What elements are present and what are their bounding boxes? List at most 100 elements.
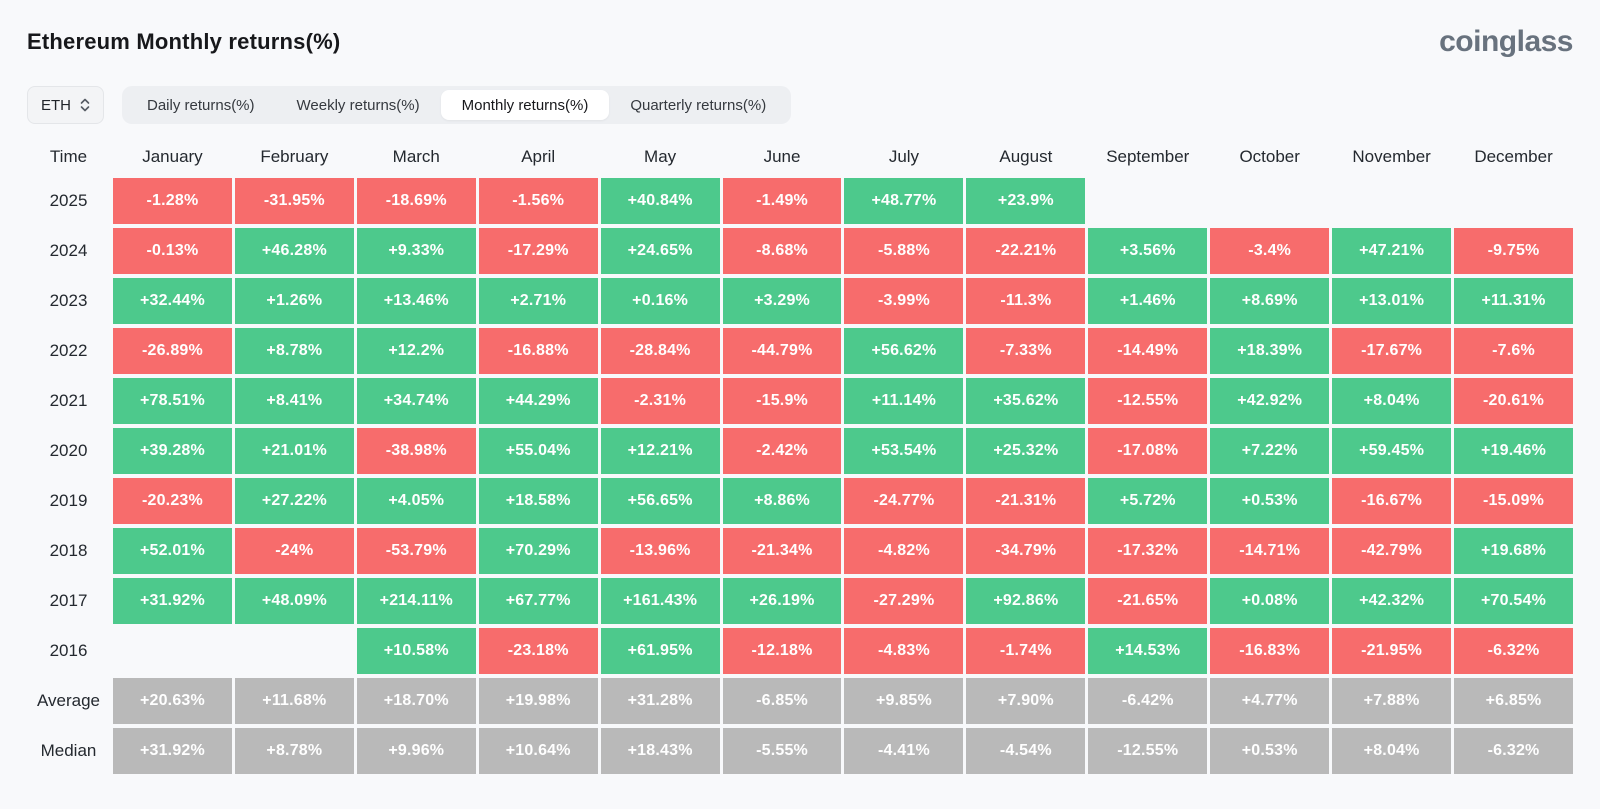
return-cell: -3.4% [1210, 228, 1330, 274]
return-cell: -12.18% [722, 628, 842, 674]
month-header-february: February [260, 147, 329, 166]
return-cell: +3.56% [1088, 228, 1208, 274]
return-cell: -15.9% [722, 378, 842, 424]
row-label-2024: 2024 [49, 241, 88, 260]
empty-cell [1210, 178, 1329, 224]
return-cell: -20.61% [1454, 378, 1573, 424]
return-cell: -8.68% [722, 228, 842, 274]
return-cell: -27.29% [844, 578, 964, 624]
return-cell: -21.65% [1088, 578, 1208, 624]
tab-quarterly-returns[interactable]: Quarterly returns(%) [609, 90, 787, 120]
return-cell: +78.51% [113, 378, 232, 424]
return-cell: +12.2% [356, 328, 476, 374]
return-cell: -17.29% [478, 228, 598, 274]
return-cell: +19.98% [478, 678, 598, 724]
topbar: Ethereum Monthly returns(%) coinglass [27, 20, 1573, 64]
return-cell: +1.26% [234, 278, 354, 324]
month-header-december: December [1474, 147, 1553, 166]
return-cell: -53.79% [356, 528, 476, 574]
return-cell: -34.79% [966, 528, 1086, 574]
return-cell: -1.49% [722, 178, 842, 224]
return-cell: +19.46% [1454, 428, 1573, 474]
return-cell: +25.32% [966, 428, 1086, 474]
month-header-july: July [888, 147, 920, 166]
tab-monthly-returns[interactable]: Monthly returns(%) [440, 90, 610, 120]
return-cell: +40.84% [600, 178, 720, 224]
return-cell: +8.41% [234, 378, 354, 424]
return-cell: +3.29% [722, 278, 842, 324]
return-cell: +39.28% [113, 428, 232, 474]
return-cell: +13.01% [1332, 278, 1452, 324]
empty-cell [1332, 178, 1451, 224]
row-label-2020: 2020 [49, 441, 88, 460]
return-cell: -6.85% [722, 678, 842, 724]
return-cell: +11.14% [844, 378, 964, 424]
return-cell: +18.70% [356, 678, 476, 724]
return-cell: +53.54% [844, 428, 964, 474]
return-cell: +7.90% [966, 678, 1086, 724]
return-cell: +27.22% [234, 478, 354, 524]
return-cell: -28.84% [600, 328, 720, 374]
time-column-header: Time [49, 147, 88, 166]
return-cell: -24.77% [844, 478, 964, 524]
return-cell: +18.39% [1210, 328, 1330, 374]
return-cell: -16.83% [1210, 628, 1330, 674]
return-cell: -3.99% [844, 278, 964, 324]
return-cell: +46.28% [234, 228, 354, 274]
return-cell: +31.28% [600, 678, 720, 724]
return-cell: +31.92% [113, 578, 232, 624]
return-cell: -24% [234, 528, 354, 574]
return-cell: +9.33% [356, 228, 476, 274]
return-cell: +70.54% [1454, 578, 1573, 624]
return-cell: +31.92% [113, 728, 232, 774]
return-cell: +26.19% [722, 578, 842, 624]
return-cell: -23.18% [478, 628, 598, 674]
return-cell: -4.54% [966, 728, 1086, 774]
return-cell: +8.78% [234, 328, 354, 374]
return-cell: +1.46% [1088, 278, 1208, 324]
return-cell: +67.77% [478, 578, 598, 624]
empty-cell [1454, 178, 1573, 224]
row-label-average: Average [36, 691, 100, 710]
row-label-2019: 2019 [49, 491, 88, 510]
row-label-median: Median [40, 741, 97, 760]
return-cell: +56.62% [844, 328, 964, 374]
tab-weekly-returns[interactable]: Weekly returns(%) [276, 90, 441, 120]
return-cell: +19.68% [1454, 528, 1573, 574]
return-cell: +7.88% [1332, 678, 1452, 724]
empty-cell [113, 628, 232, 674]
return-cell: +8.04% [1332, 378, 1452, 424]
month-header-september: September [1106, 147, 1190, 166]
return-cell: +20.63% [113, 678, 232, 724]
row-label-2025: 2025 [49, 191, 88, 210]
return-cell: +42.32% [1332, 578, 1452, 624]
return-cell: +14.53% [1088, 628, 1208, 674]
return-cell: -6.32% [1454, 728, 1573, 774]
return-cell: -21.95% [1332, 628, 1452, 674]
return-cell: +55.04% [478, 428, 598, 474]
return-cell: +59.45% [1332, 428, 1452, 474]
return-cell: -4.41% [844, 728, 964, 774]
return-cell: +48.09% [234, 578, 354, 624]
return-cell: +4.77% [1210, 678, 1330, 724]
return-cell: -4.83% [844, 628, 964, 674]
return-cell: +5.72% [1088, 478, 1208, 524]
return-cell: -22.21% [966, 228, 1086, 274]
symbol-select[interactable]: ETH [27, 86, 104, 124]
return-cell: -11.3% [966, 278, 1086, 324]
tab-daily-returns[interactable]: Daily returns(%) [126, 90, 276, 120]
return-cell: +8.69% [1210, 278, 1330, 324]
return-cell: -5.88% [844, 228, 964, 274]
return-cell: -12.55% [1088, 378, 1208, 424]
return-cell: +11.68% [234, 678, 354, 724]
month-header-june: June [763, 147, 801, 166]
return-cell: +0.16% [600, 278, 720, 324]
return-cell: -21.31% [966, 478, 1086, 524]
return-cell: +32.44% [113, 278, 232, 324]
return-cell: -18.69% [356, 178, 476, 224]
month-header-october: October [1239, 147, 1300, 166]
return-cell: -1.56% [478, 178, 598, 224]
symbol-select-value: ETH [41, 96, 71, 114]
return-cell: +42.92% [1210, 378, 1330, 424]
